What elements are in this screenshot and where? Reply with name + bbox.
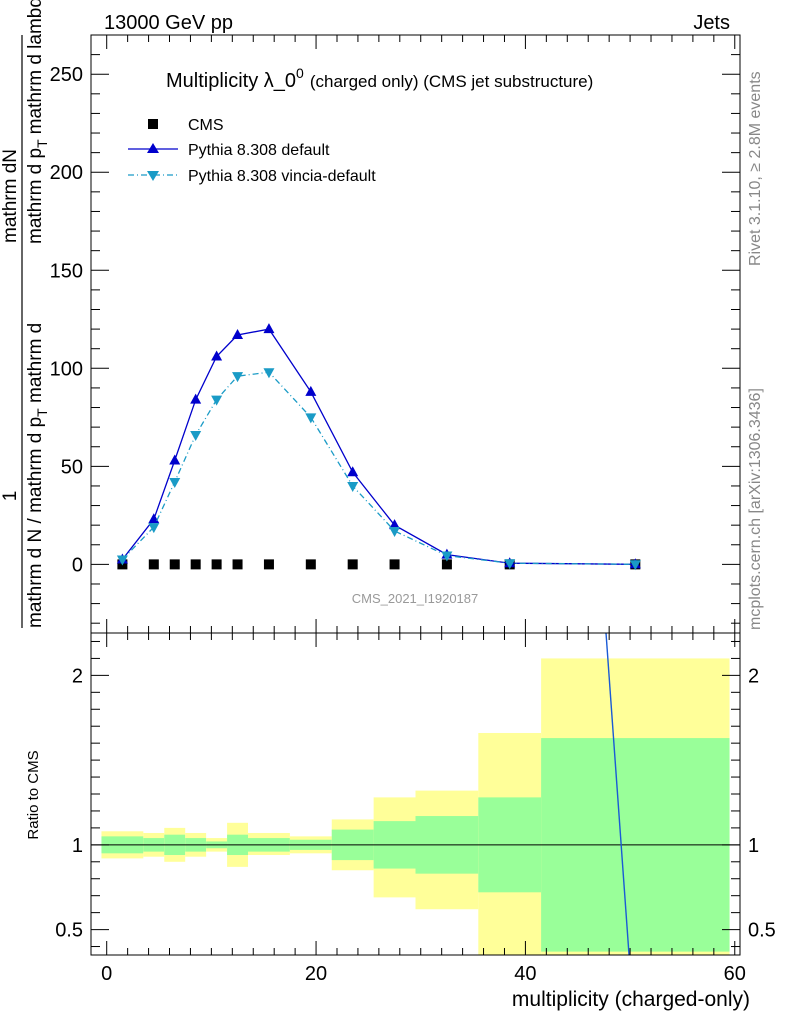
ratio-ytick-label: 0.5 [55,920,83,942]
legend-cms-marker [148,119,158,129]
ratio-ylabel: Ratio to CMS [25,750,42,839]
main-ylabel: 1 mathrm dN mathrm d N / mathrm d pT mat… [0,0,50,628]
main-ytick-label: 150 [50,260,83,282]
cms-data-point [169,559,180,570]
pythia-vincia-point [629,560,641,571]
ylabel-dlambda: mathrm d pTmathrm d lambda [25,0,50,244]
pythia-default-point [190,393,202,404]
header-energy-label: 13000 GeV pp [104,12,233,34]
ratio-ytick-label: 1 [72,835,83,857]
pythia-vincia-point [232,372,244,383]
ratio-ytick-label-right: 1 [748,835,759,857]
pythia-vincia-point [504,559,516,570]
cms-data-point [190,559,201,570]
ylabel-den-t1: T [34,408,50,417]
cms-data-point [148,559,159,570]
pythia-default-point [389,519,401,530]
cms-data-point [263,559,274,570]
ylabel-dN: mathrm dN [0,149,21,243]
pythia-vincia-point [169,478,181,489]
legend: CMS Pythia 8.308 default Pythia 8.308 vi… [128,117,376,185]
cms-data-point [389,559,400,570]
pythia-default-point [169,454,181,465]
pythia-vincia-point [441,551,453,562]
pythia-vincia-point [148,523,160,534]
ratio-ticks: 0.5 0.51 12 20 20 40 60 [55,633,776,985]
ylabel-denominator: mathrm d N / mathrm d pT mathrm d [25,323,50,628]
series-line-1 [121,328,636,565]
cms-data-point [232,559,243,570]
legend-vincia-label: Pythia 8.308 vincia-default [188,168,376,185]
pythia-vincia-point [347,481,359,492]
pythia-vincia-point [190,430,202,441]
rivet-label: Rivet 3.1.10, ≥ 2.8M events [747,71,764,266]
legend-pythia-label: Pythia 8.308 default [188,142,330,159]
ratio-xtick-label: 20 [305,963,327,985]
ylabel-den-mid: mathrm d [25,323,46,409]
ratio-xtick-label: 60 [724,963,746,985]
plot-title-sub: (charged only) (CMS jet substructure) [310,72,593,91]
cms-data-point [305,559,316,570]
cms-data-point [211,559,222,570]
pythia-default-point [232,328,244,339]
analysis-watermark: CMS_2021_I1920187 [352,591,479,606]
plot-title: Multiplicity λ_00 (charged only) (CMS jet… [166,65,593,92]
main-ticks: 0 50 100 150 200 250 [50,34,740,633]
ylabel-den-part2: mathrm d p [25,148,46,244]
ratio-ytick-label-right: 2 [748,665,759,687]
main-ytick-label: 100 [50,358,83,380]
main-ytick-label: 250 [50,64,83,86]
ratio-xlabel: multiplicity (charged-only) [512,988,750,1011]
ylabel-one: 1 [0,491,21,502]
pythia-vincia-point [263,368,275,379]
legend-vincia-marker [147,171,159,181]
pythia-default-point [347,466,359,477]
pythia-default-point [263,323,275,334]
legend-cms-label: CMS [188,117,224,134]
plot-title-main: Multiplicity λ_0 [166,70,296,92]
pythia-vincia-point [305,413,317,424]
main-ytick-label: 0 [72,554,83,576]
main-ytick-label: 50 [61,456,83,478]
legend-pythia-marker [147,143,159,153]
cms-data-point [347,559,358,570]
pythia-default-point [305,385,317,396]
pythia-vincia-point [389,527,401,538]
cms-data-point [441,559,452,570]
ratio-ytick-label-right: 0.5 [748,920,776,942]
main-ytick-label: 200 [50,162,83,184]
pythia-default-point [211,350,223,361]
header-jets-label: Jets [693,12,730,34]
pythia-vincia-point [116,555,128,566]
ratio-plot: 0.5 0.51 12 20 20 40 60 Ratio to CMS multiplic… [25,632,776,1011]
ratio-model-line [605,632,630,956]
ylabel-den-t2: T [34,139,50,148]
ratio-xtick-label: 0 [101,963,112,985]
ylabel-den-part1: mathrm d N / mathrm d p [25,417,46,628]
plot-title-sup: 0 [296,65,304,81]
mcplots-label: mcplots.cern.ch [arXiv:1306.3436] [747,388,764,630]
ratio-ytick-label: 2 [72,665,83,687]
ylabel-den-part3: mathrm d lambda [25,0,46,134]
main-series [116,323,641,571]
ratio-bands [101,658,730,955]
pythia-vincia-point [211,395,223,406]
ratio-xtick-label: 40 [514,963,536,985]
